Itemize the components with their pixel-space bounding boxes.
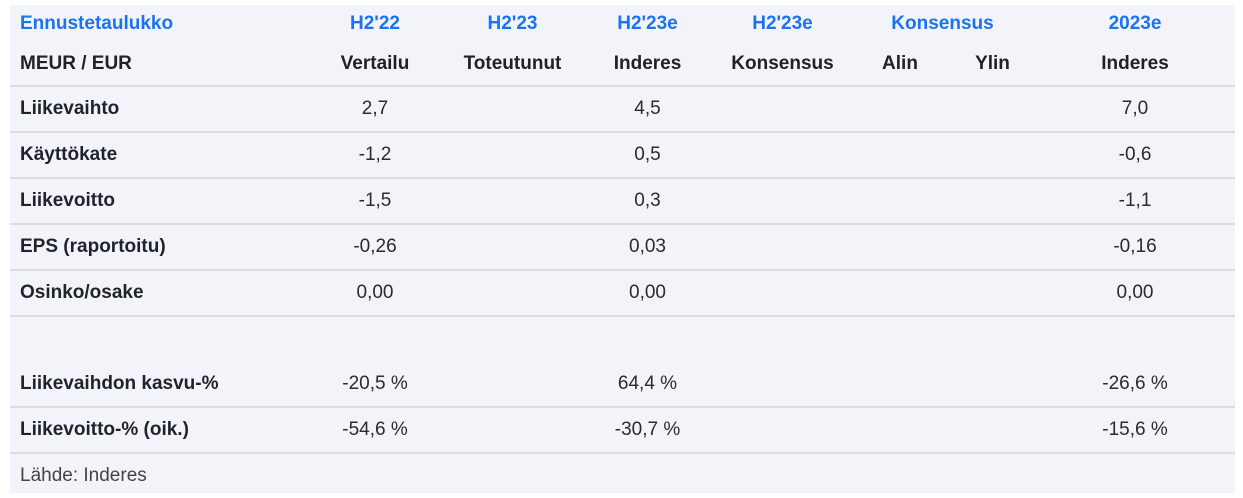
spacer-row <box>10 316 1235 362</box>
row-label: Käyttökate <box>10 132 305 179</box>
cell-value <box>950 132 1036 179</box>
cell-value <box>715 224 850 271</box>
cell-value: 2,7 <box>305 86 445 133</box>
cell-value: -0,26 <box>305 224 445 271</box>
header-row-sources: MEUR / EUR Vertailu Toteutunut Inderes K… <box>10 42 1236 87</box>
cell-value <box>850 407 950 454</box>
col-subheader: Vertailu <box>305 42 445 87</box>
col-subheader: Inderes <box>580 42 715 87</box>
cell-value <box>950 362 1036 408</box>
cell-value: 0,00 <box>580 270 715 317</box>
col-subheader: Inderes <box>1035 42 1236 87</box>
cell-value <box>715 132 850 179</box>
cell-value <box>950 224 1036 271</box>
forecast-table: Ennustetaulukko H2'22 H2'23 H2'23e H2'23… <box>10 5 1236 498</box>
col-header: H2'22 <box>350 12 400 34</box>
cell-value: -20,5 % <box>305 362 445 408</box>
table-title: Ennustetaulukko <box>20 12 174 34</box>
col-subheader: Toteutunut <box>445 42 580 87</box>
row-label: Liikevaihto <box>10 86 305 133</box>
table-row: Liikevaihdon kasvu-% -20,5 % 64,4 % -26,6 % <box>10 362 1236 408</box>
col-subheader: Konsensus <box>715 42 850 87</box>
cell-value: 0,03 <box>580 224 715 271</box>
cell-value: -1,5 <box>305 178 445 225</box>
cell-value <box>850 86 950 133</box>
cell-value <box>850 270 950 317</box>
table-row: Liikevoitto-% (oik.) -54,6 % -30,7 % -15,6 … <box>10 407 1236 454</box>
table-row: Osinko/osake 0,00 0,00 0,00 <box>10 270 1236 317</box>
cell-value <box>850 224 950 271</box>
row-label: Liikevoitto <box>10 178 305 225</box>
cell-value: -30,7 % <box>580 407 715 454</box>
cell-value <box>850 132 950 179</box>
forecast-table-panel: Ennustetaulukko H2'22 H2'23 H2'23e H2'23… <box>10 5 1236 493</box>
cell-value <box>850 178 950 225</box>
cell-value <box>850 362 950 408</box>
cell-value <box>950 407 1036 454</box>
row-label: Osinko/osake <box>10 270 305 317</box>
col-header: H2'23e <box>617 12 678 34</box>
row-label: Liikevaihdon kasvu-% <box>10 362 305 408</box>
cell-value: -15,6 % <box>1035 407 1236 454</box>
col-header-konsensus: Konsensus <box>891 12 994 34</box>
cell-value <box>445 86 580 133</box>
cell-value: 0,3 <box>580 178 715 225</box>
cell-value <box>950 86 1036 133</box>
cell-value <box>715 178 850 225</box>
cell-value <box>950 270 1036 317</box>
cell-value <box>715 362 850 408</box>
cell-value: 7,0 <box>1035 86 1236 133</box>
unit-label: MEUR / EUR <box>10 42 305 87</box>
col-subheader: Alin <box>850 42 950 87</box>
cell-value <box>445 178 580 225</box>
cell-value <box>715 86 850 133</box>
table-row: Liikevaihto 2,7 4,5 7,0 <box>10 86 1236 133</box>
cell-value: 4,5 <box>580 86 715 133</box>
cell-value: -1,1 <box>1035 178 1236 225</box>
cell-value: -54,6 % <box>305 407 445 454</box>
cell-value <box>715 270 850 317</box>
cell-value: 64,4 % <box>580 362 715 408</box>
cell-value: 0,5 <box>580 132 715 179</box>
cell-value: -26,6 % <box>1035 362 1236 408</box>
row-label: Liikevoitto-% (oik.) <box>10 407 305 454</box>
cell-value: 0,00 <box>305 270 445 317</box>
row-label: EPS (raportoitu) <box>10 224 305 271</box>
cell-value <box>445 132 580 179</box>
cell-value <box>445 362 580 408</box>
table-row: Käyttökate -1,2 0,5 -0,6 <box>10 132 1236 179</box>
cell-value: 0,00 <box>1035 270 1236 317</box>
table-row: EPS (raportoitu) -0,26 0,03 -0,16 <box>10 224 1236 271</box>
col-header: 2023e <box>1108 12 1162 34</box>
cell-value <box>950 178 1036 225</box>
header-row-periods: Ennustetaulukko H2'22 H2'23 H2'23e H2'23… <box>10 5 1235 42</box>
col-subheader: Ylin <box>950 42 1036 87</box>
source-row: Lähde: Inderes <box>10 453 1235 498</box>
cell-value <box>445 407 580 454</box>
cell-value <box>445 270 580 317</box>
cell-value: -0,6 <box>1035 132 1236 179</box>
cell-value <box>445 224 580 271</box>
source-note: Lähde: Inderes <box>20 465 147 486</box>
cell-value: -1,2 <box>305 132 445 179</box>
col-header: H2'23 <box>487 12 538 34</box>
cell-value: -0,16 <box>1035 224 1236 271</box>
col-header: H2'23e <box>752 12 813 34</box>
table-row: Liikevoitto -1,5 0,3 -1,1 <box>10 178 1236 225</box>
cell-value <box>715 407 850 454</box>
